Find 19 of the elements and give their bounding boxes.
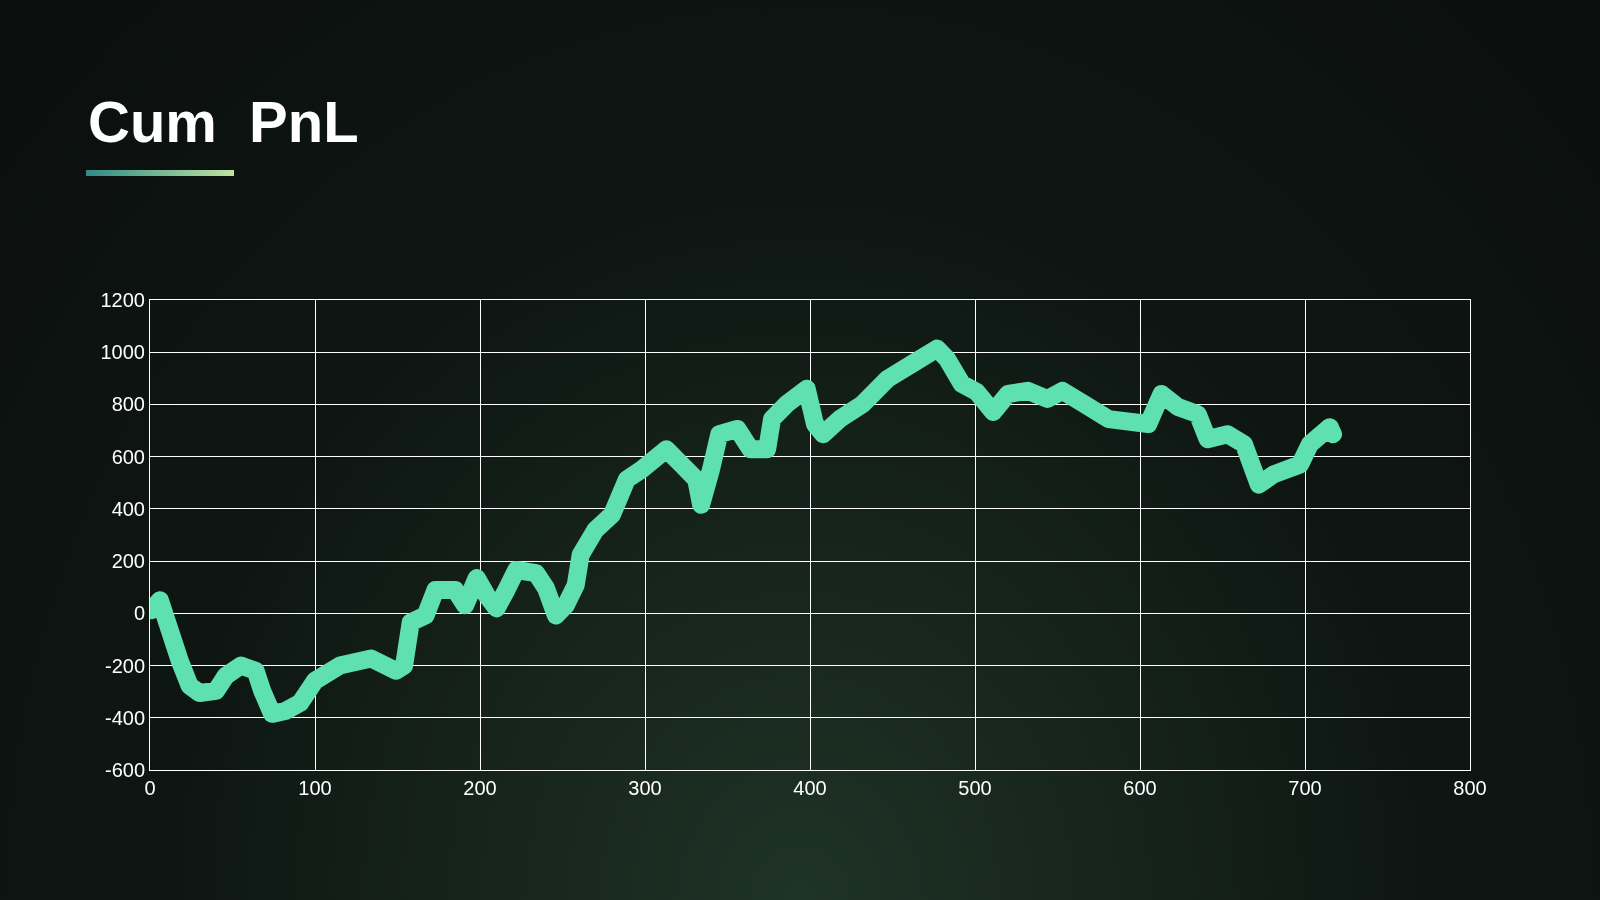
x-tick-label: 100	[298, 777, 332, 799]
x-tick-label: 400	[793, 777, 827, 799]
y-tick-label: -400	[104, 706, 145, 729]
x-tick-label: 300	[628, 777, 662, 799]
y-tick-label: 600	[111, 445, 145, 468]
y-tick-label: 0	[133, 602, 145, 625]
x-tick-label: 700	[1288, 777, 1322, 799]
chart-title: Cum PnL	[88, 88, 359, 155]
y-tick-label: -200	[104, 654, 145, 677]
x-tick-label: 500	[958, 777, 992, 799]
x-tick-label: 800	[1453, 777, 1487, 799]
y-tick-label: 800	[111, 393, 145, 416]
x-tick-label: 600	[1123, 777, 1157, 799]
x-tick-label: 200	[463, 777, 497, 799]
y-tick-label: -600	[104, 759, 145, 781]
y-tick-label: 1000	[100, 341, 145, 364]
y-tick-label: 400	[111, 497, 145, 520]
y-tick-label: 200	[111, 550, 145, 573]
y-tick-label: 1200	[100, 289, 145, 311]
